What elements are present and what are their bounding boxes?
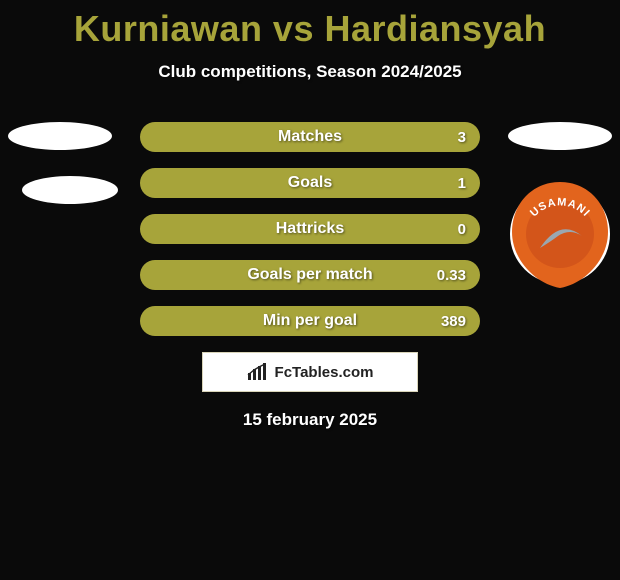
bar-chart-icon	[247, 363, 269, 381]
stat-value: 389	[441, 313, 466, 330]
stat-label: Min per goal	[263, 312, 357, 330]
date-text: 15 february 2025	[0, 410, 620, 430]
stat-row: Goals per match 0.33	[140, 260, 480, 290]
stat-label: Goals	[288, 174, 332, 192]
stat-value: 1	[458, 175, 466, 192]
stat-row: Goals 1	[140, 168, 480, 198]
stat-row: Min per goal 389	[140, 306, 480, 336]
brand-box[interactable]: FcTables.com	[202, 352, 418, 392]
stat-value: 0.33	[437, 267, 466, 284]
stat-value: 3	[458, 129, 466, 146]
left-placeholder-ellipse-2	[22, 176, 118, 204]
stat-row: Hattricks 0	[140, 214, 480, 244]
stats-panel: Matches 3 Goals 1 Hattricks 0 Goals per …	[140, 122, 480, 336]
stat-label: Hattricks	[276, 220, 344, 238]
stat-label: Matches	[278, 128, 342, 146]
club-badge: USAMANI	[510, 178, 610, 290]
brand-text: FcTables.com	[275, 364, 374, 381]
left-placeholder-ellipse-1	[8, 122, 112, 150]
page-title: Kurniawan vs Hardiansyah	[0, 0, 620, 50]
stat-label: Goals per match	[247, 266, 372, 284]
subtitle: Club competitions, Season 2024/2025	[0, 62, 620, 82]
right-placeholder-ellipse	[508, 122, 612, 150]
stat-value: 0	[458, 221, 466, 238]
stat-row: Matches 3	[140, 122, 480, 152]
